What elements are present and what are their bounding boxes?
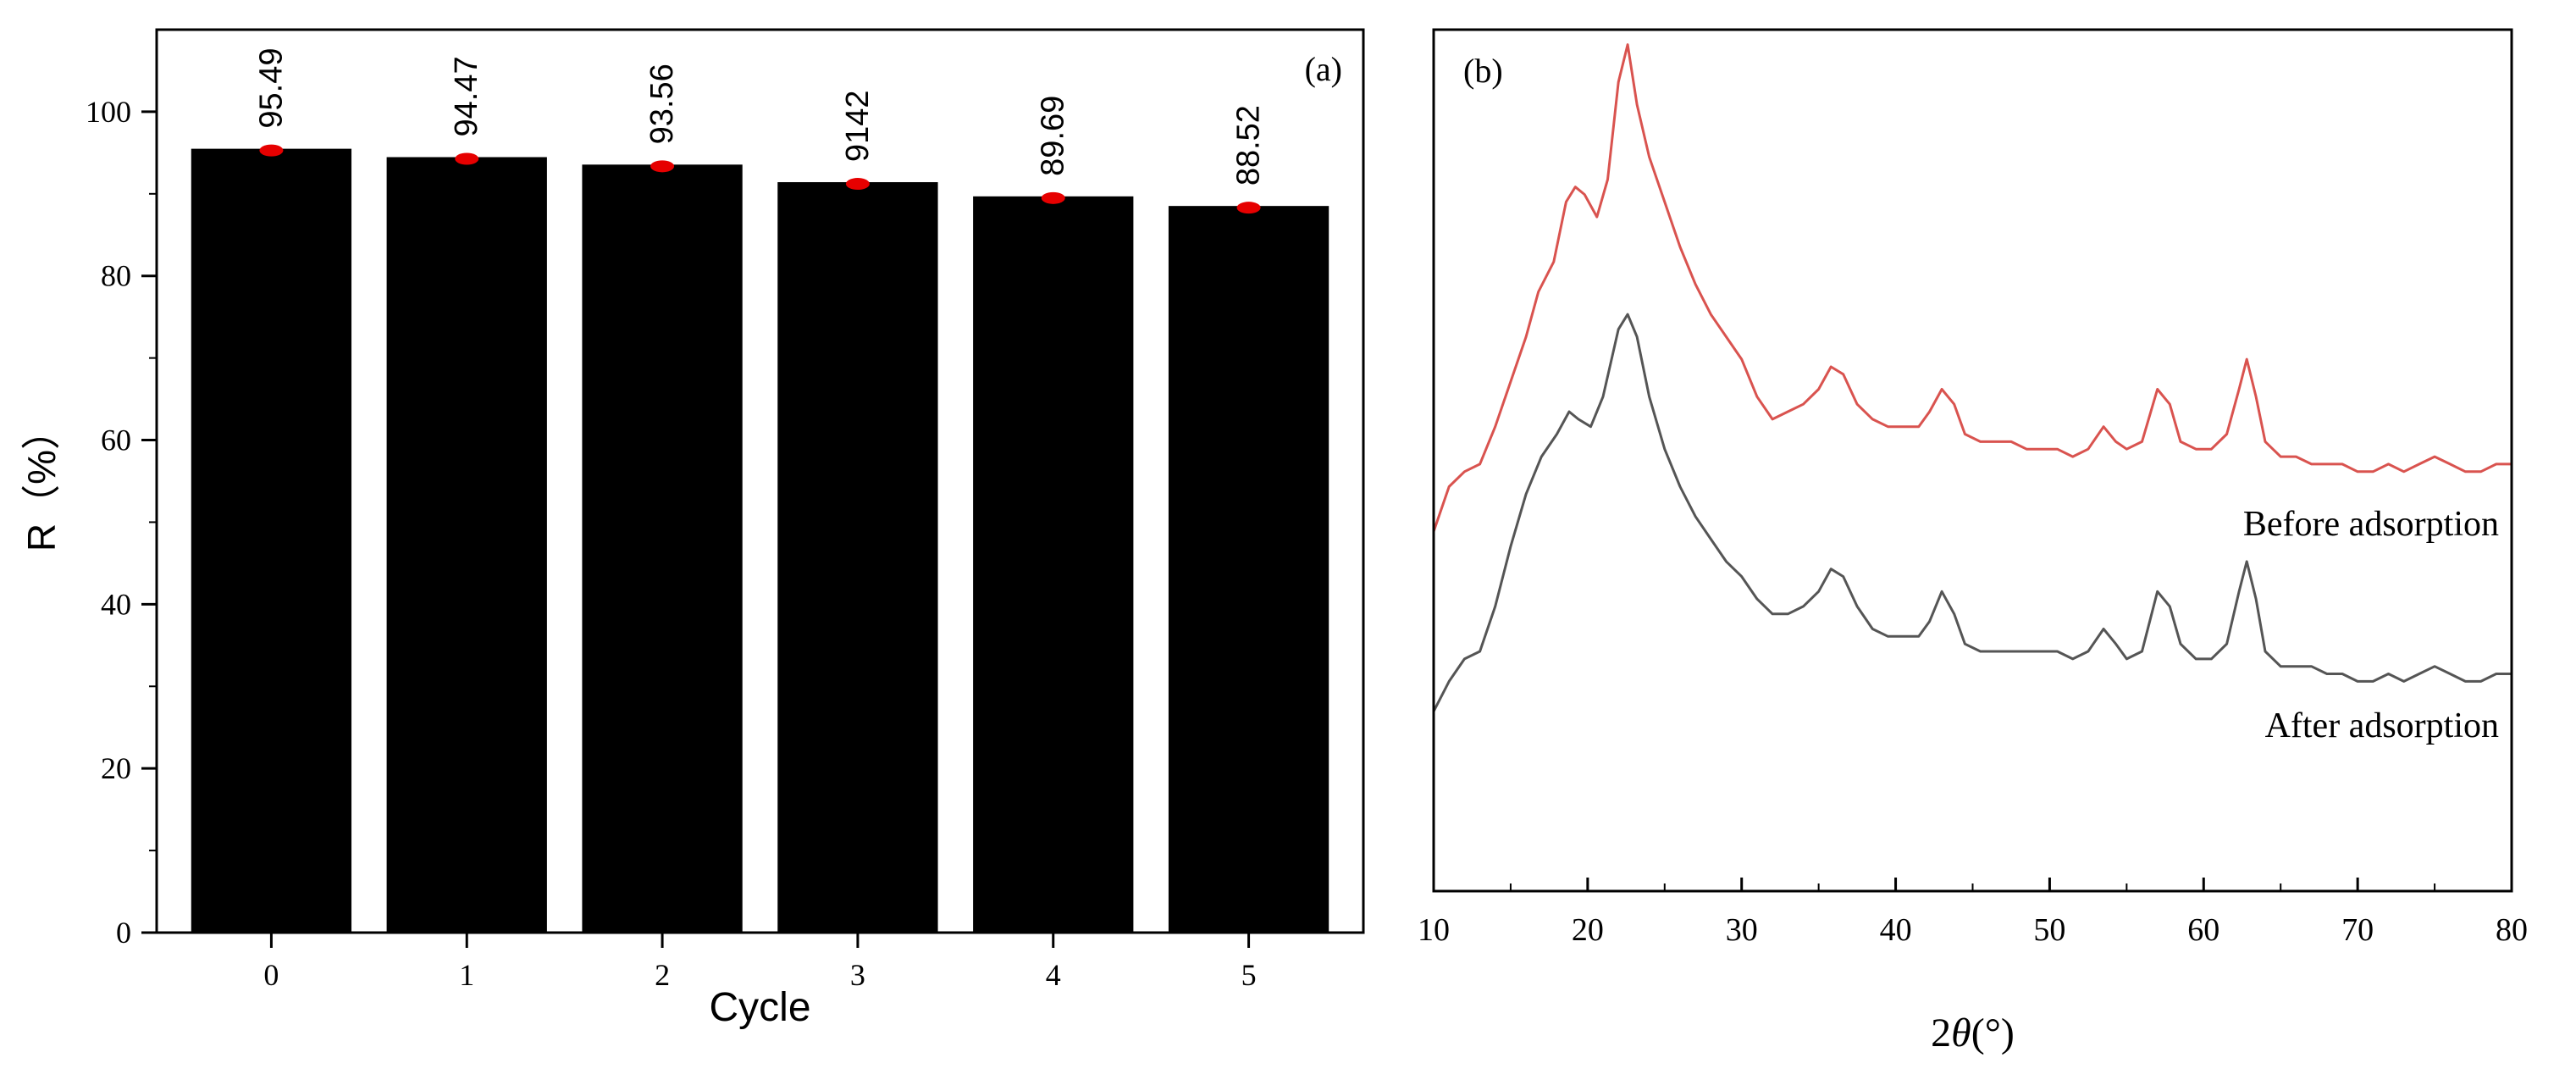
a-marker-3 [845, 178, 870, 191]
b-x-tick-label-20: 20 [1572, 912, 1604, 948]
a-data-label-2: 93.56 [644, 64, 680, 144]
b-series-label-after: After adsorption [2265, 706, 2499, 745]
a-marker-5 [1236, 202, 1261, 214]
b-series-label-before: Before adsorption [2243, 505, 2499, 544]
a-data-label-0: 95.49 [253, 48, 289, 129]
a-marker-0 [259, 144, 284, 157]
b-x-axis-label-theta: θ [1951, 1011, 1971, 1055]
b-x-tick-label-70: 70 [2341, 912, 2374, 948]
b-lines-group [1432, 43, 2512, 712]
b-x-axis-label-prefix: 2 [1931, 1011, 1951, 1055]
a-bar-1 [386, 157, 547, 933]
a-bars-group [191, 148, 1329, 933]
a-data-label-3: 9142 [840, 91, 876, 163]
a-x-tick-label-4: 4 [1046, 958, 1061, 992]
a-data-label-1: 94.47 [449, 56, 484, 136]
a-x-tick-label-0: 0 [263, 958, 279, 992]
panel-b-line-chart: 10 20 30 40 50 60 70 80 (b) Before adsorption A… [1418, 28, 2528, 1055]
b-x-tick-label-10: 10 [1418, 912, 1450, 948]
b-plot-frame [1432, 28, 2513, 893]
a-data-labels-group: 95.49 94.47 93.56 9142 89.69 88.52 [253, 48, 1266, 186]
a-bar-5 [1168, 206, 1329, 933]
a-y-tick-label-100: 100 [86, 95, 131, 129]
a-y-tick-label-40: 40 [101, 587, 131, 621]
a-x-tick-label-5: 5 [1241, 958, 1257, 992]
b-x-axis-label: 2θ(°) [1931, 1011, 2015, 1055]
a-plot-frame [155, 28, 1365, 934]
b-x-tick-label-40: 40 [1880, 912, 1912, 948]
b-panel-label: (b) [1463, 52, 1503, 90]
a-markers-group [259, 144, 1261, 214]
a-y-tick-label-20: 20 [101, 751, 131, 785]
a-panel-label: (a) [1305, 50, 1342, 88]
a-bar-3 [777, 182, 938, 933]
a-x-ticks-group: 0 1 2 3 4 5 [263, 933, 1257, 992]
a-y-tick-label-0: 0 [116, 916, 131, 950]
b-line-after-adsorption [1432, 313, 2512, 712]
a-bar-4 [973, 196, 1134, 933]
b-x-axis-label-unit: (°) [1971, 1011, 2015, 1055]
b-line-before-adsorption [1432, 43, 2512, 532]
a-marker-4 [1041, 191, 1065, 204]
a-data-label-5: 88.52 [1231, 105, 1267, 186]
a-marker-2 [650, 160, 675, 173]
a-y-ticks-group: 0 20 40 60 80 100 [86, 95, 157, 950]
a-bar-2 [582, 164, 743, 933]
a-x-tick-label-2: 2 [655, 958, 670, 992]
a-y-axis-label: R（%） [19, 411, 64, 551]
a-data-label-4: 89.69 [1036, 96, 1071, 176]
a-x-axis-label: Cycle [709, 985, 810, 1030]
b-x-ticks-group: 10 20 30 40 50 60 70 80 [1418, 878, 2528, 948]
a-y-tick-label-80: 80 [101, 259, 131, 293]
a-y-tick-label-60: 60 [101, 424, 131, 457]
b-x-tick-label-30: 30 [1726, 912, 1758, 948]
a-marker-1 [455, 152, 479, 165]
a-bar-0 [191, 148, 352, 933]
a-x-tick-label-3: 3 [850, 958, 865, 992]
b-x-tick-label-60: 60 [2187, 912, 2219, 948]
b-x-tick-label-80: 80 [2496, 912, 2528, 948]
b-x-tick-label-50: 50 [2033, 912, 2065, 948]
panel-a-bar-chart: 95.49 94.47 93.56 9142 89.69 88.52 0204060801… [19, 28, 1365, 1030]
a-x-tick-label-1: 1 [459, 958, 474, 992]
